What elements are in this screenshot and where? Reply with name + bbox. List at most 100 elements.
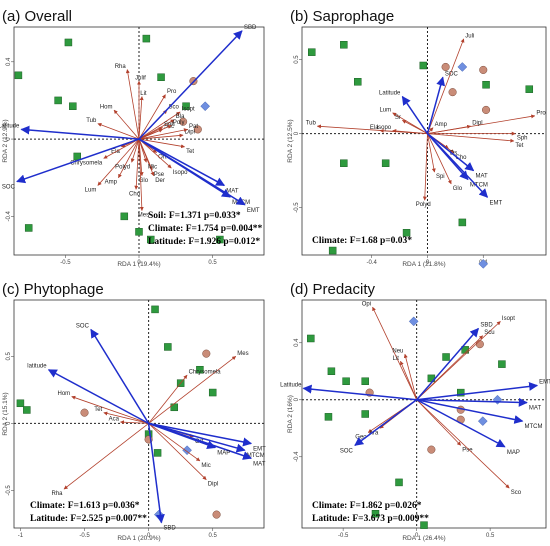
panel-b-xtick-label-0: -0.4 [367,260,378,266]
panel-a-species-label-isopo: Isopo [173,170,188,176]
panel-d-stat-2: Latitude: F=3.673 p=0.009** [312,514,429,524]
panel-d-frame [301,299,547,529]
panel-a-env-arrow-emt [138,138,246,206]
panel-d-ytick-label-1: 0 [294,397,300,401]
panel-b-species-arrow-polyd [422,133,428,201]
panel-b-site-circle-13 [448,88,457,97]
panel-b: (b) Saprophage RDA 1 (21.8%) RDA 2 (12.5… [287,8,547,269]
panel-c-env-arrow-map [148,422,217,450]
panel-c-xtick-label-3: 0.5 [209,533,218,539]
panel-b-xlabel: RDA 1 (21.8%) [402,261,445,268]
panel-a-species-arrow-pro [138,94,166,140]
panel-c-env-label-emt: EMT [253,447,266,453]
panel-a-species-label-sph: Sph [164,122,175,128]
panel-a-species-label-poly: Poly [173,120,185,126]
panel-a-species-label-isopt: Isopt [182,107,195,113]
panel-d-species-label-opi: Opi [362,302,371,308]
panel-a-species-label-rha: Rha [115,64,127,70]
panel-b-env-label-mtcm: MTCM [470,182,488,188]
panel-b-env-label-emt: EMT [489,200,502,206]
panel-d-site-square-4 [324,413,333,421]
panel-c-species-arrow-rha [63,423,149,490]
panel-b-env-label-mat: MAT [475,174,488,180]
panel-d-env-label-sbd: SBD [480,323,493,329]
panel-b-site-square-0 [308,48,316,56]
panel-a-ytick-label-0: -0.4 [6,211,12,222]
panel-b-site-square-5 [340,159,348,167]
panel-a-species-label-mes: Mes [138,213,149,219]
panel-b-species-arrow-dipl [427,124,472,134]
panel-b-species-arrow-juli [427,38,465,134]
panel-a-species-label-mic: Mic [148,164,157,170]
panel-a-site-circle-14 [193,125,202,134]
panel-b-species-label-lum: Lum [379,107,391,113]
panel-c-ytick-label-1: 0 [6,421,12,425]
panel-d-title: (d) Predacity [290,281,376,298]
panel-a-env-arrow-soc [16,138,140,184]
panel-b-species-label-polyd: Polyd [416,202,431,208]
panel-b-species-arrow-spi [427,133,436,173]
panel-a-species-arrow-hom [113,109,140,140]
panel-d-env-arrow-mat [416,397,528,407]
panel-d-site-square-9 [395,478,403,487]
panel-c-title: (c) Phytophage [2,281,104,298]
panel-b-env-label-soc: SOC [445,71,459,77]
panel-b-species-label-ds: Ds [450,150,457,156]
panel-a-species-label-pro: Pro [167,89,177,95]
panel-d-species-label-pse: Pse [462,447,473,453]
panel-c-species-label-mic: Mic [201,463,210,469]
panel-d-site-square-0 [307,334,315,343]
panel-d-env-arrow-latitude [302,384,417,401]
panel-d-env-arrow-sbd [416,327,479,401]
panel-a-species-arrow-lit [138,96,144,140]
panel-c-env-label-mtcm: MTCM [247,453,265,459]
panel-a-env-arrow-sbd [138,30,243,140]
panel-a-species-label-pat: Pat [189,124,198,130]
panel-b-species-label-spi: Spi [436,174,445,180]
panel-a-species-arrow-cho [134,139,140,190]
panel-b-species-label-ela: Ela [370,125,379,131]
panel-c-site-square-0 [151,305,159,314]
panel-a-species-arrow-isopo [138,138,172,169]
panel-b-ytick-label-0: -0.5 [294,202,300,213]
panel-a-species-label-lit: Lit [140,91,147,97]
panel-a-site-square-10 [147,235,155,244]
panel-d-site-diamond-18 [408,316,419,327]
panel-d-ylabel: RDA 2 (16%) [287,395,294,433]
panel-b-site-diamond-16 [478,259,489,269]
panel-a-species-arrow-isopt [138,111,181,140]
panel-d-site-square-6 [442,353,450,361]
panel-c-xtick-label-1: -0.5 [79,533,90,539]
panel-a-site-square-11 [216,235,224,244]
panel-a-species-label-polyd: Polyd [115,164,130,170]
panel-a-species-arrow-rha [125,69,140,140]
panel-b-species-label-glo: Glo [453,186,463,192]
panel-c-env-label-mat: MAT [253,461,266,467]
panel-a-stat-2: Climate: F=1.754 p=0.004** [148,224,263,234]
panel-d-ytick-label-2: 0.4 [294,338,300,347]
panel-a-species-label-dipl: Dipl [185,130,195,136]
panel-c-xtick-label-0: -1 [18,533,24,539]
panel-c-frame [13,299,265,529]
panel-c-plot: -1 -0.5 0 0.5 -0.5 0 0.5 Mes Chrysomela Hom Tet Aca… [6,300,266,539]
panel-d-species-arrow-lit [400,360,418,400]
panel-b-stat-1: Climate: F=1.68 p=0.03* [312,236,412,246]
panel-a-species-label-amp: Amp [105,180,118,186]
panel-a-site-square-3 [69,102,77,110]
panel-d-xlabel: RDA 1 (26.4%) [402,535,445,542]
panel-c-species-arrow-mes [148,356,237,424]
panel-d-env-arrow-map [416,399,506,448]
panel-a-species-arrow-polyd [130,138,140,163]
panel-a-species-label-chrysomela: Chrysomela [70,160,103,166]
panel-a-ytick-label-1: 0 [6,137,12,141]
panel-c-species-label-rha: Rha [51,491,63,497]
panel-b-species-arrow-glo [427,133,452,185]
panel-b-site-square-1 [340,41,348,49]
panel-d-env-label-emt: EMT [539,380,550,386]
panel-d-plot: -0.5 0 0.5-0.400.4OpiIsoptScuNeuLitGeoAraP… [280,300,550,539]
panel-a-species-label-julif: Julif [135,76,146,82]
panel-c-site-circle-11 [202,349,211,358]
panel-d-species-label-lit: Lit [393,356,400,362]
panel-a-species-arrow-amp [118,138,140,179]
panel-d-site-square-5 [361,410,369,418]
